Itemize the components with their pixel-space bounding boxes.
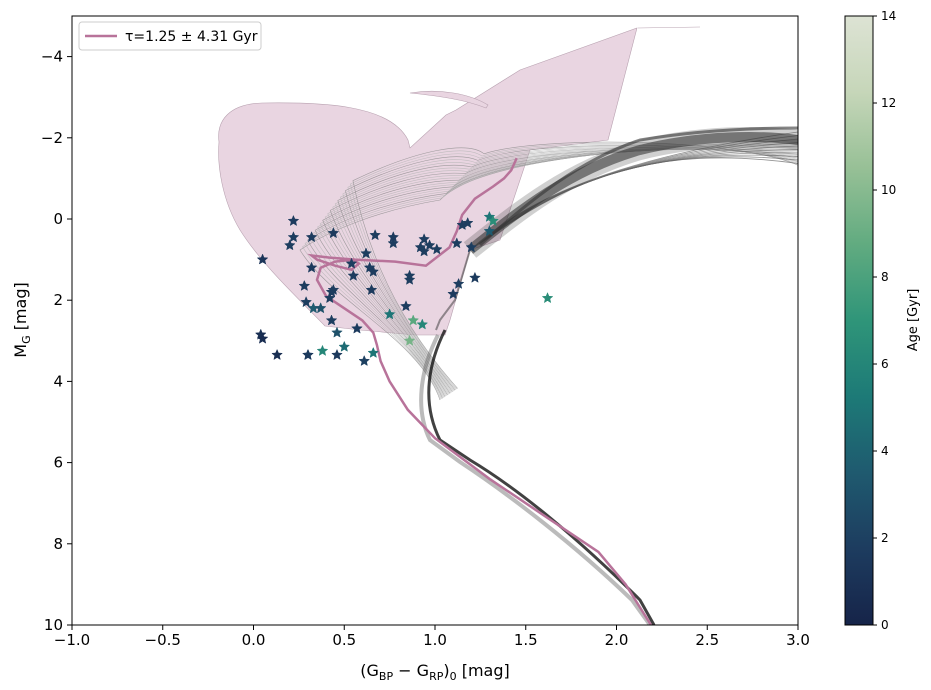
isochrone-envelope-tail [409, 90, 489, 109]
colorbar-tick-label: 4 [881, 444, 889, 458]
star-marker [256, 253, 269, 265]
colorbar-tick-label: 6 [881, 357, 889, 371]
star-marker [345, 257, 358, 269]
colorbar: 0 2 4 6 8 10 12 14 Age [Gyr] [844, 9, 921, 632]
y-tick-label: 10 [44, 616, 63, 634]
star-marker [287, 231, 300, 243]
star-marker [300, 296, 313, 308]
star-marker [416, 318, 429, 330]
star-marker [452, 277, 465, 289]
isochrone-track [322, 148, 798, 396]
legend-label: τ=1.25 ± 4.31 Gyr [125, 29, 258, 45]
x-tick-label: 0.5 [332, 631, 356, 649]
colorbar-tick-label: 14 [881, 9, 896, 23]
star-marker [418, 245, 430, 257]
y-axis-ticks: −4 −2 0 2 4 6 8 10 [41, 48, 72, 634]
star-marker [305, 261, 318, 273]
star-marker [447, 287, 460, 300]
star-marker [430, 243, 443, 255]
x-axis-ticks: −1.0 −0.5 0.0 0.5 1.0 1.5 2.0 2.5 3.0 [54, 625, 810, 649]
star-marker [450, 237, 463, 249]
colorbar-ticks: 0 2 4 6 8 10 12 14 [873, 9, 896, 632]
y-axis-label: MG [mag] [11, 282, 33, 357]
x-tick-label: 2.5 [695, 631, 719, 649]
star-marker [469, 271, 481, 283]
star-marker [287, 214, 300, 227]
colorbar-tick-label: 8 [881, 270, 889, 284]
star-marker [369, 229, 381, 241]
star-marker [367, 346, 380, 358]
star-marker [461, 216, 474, 229]
star-marker [365, 283, 378, 296]
star-marker [338, 340, 351, 352]
colorbar-tick-label: 0 [881, 618, 889, 632]
star-marker [314, 302, 327, 314]
star-marker [387, 237, 400, 249]
star-marker [487, 214, 499, 227]
star-marker [483, 225, 496, 237]
x-tick-label: −0.5 [145, 631, 181, 649]
star-marker [331, 326, 343, 338]
star-marker [465, 241, 478, 253]
isochrone-grid [299, 131, 798, 401]
colorbar-fill [845, 16, 873, 625]
legend: τ=1.25 ± 4.31 Gyr [78, 21, 262, 51]
star-marker [323, 292, 336, 304]
star-marker [367, 265, 380, 277]
star-marker [403, 334, 416, 346]
y-tick-label: 8 [53, 535, 63, 553]
isochrone-envelope-wisp [637, 26, 701, 29]
star-marker [351, 322, 363, 334]
giant-branch-bundle [419, 126, 798, 625]
star-markers [254, 210, 554, 367]
best-isochrone-line [307, 157, 653, 625]
y-tick-label: 2 [53, 291, 63, 309]
star-marker [331, 348, 343, 361]
colorbar-tick-label: 10 [881, 183, 896, 197]
plot-layer [218, 26, 798, 625]
x-tick-label: −1.0 [54, 631, 90, 649]
x-tick-label: 0.0 [242, 631, 266, 649]
colorbar-frame [844, 15, 874, 626]
y-tick-label: 4 [53, 372, 63, 390]
star-marker [305, 231, 318, 243]
x-axis-label: (GBP − GRP)0 [mag] [360, 661, 509, 683]
y-tick-label: 6 [53, 454, 63, 472]
y-tick-label: −4 [41, 48, 63, 66]
star-marker [316, 344, 329, 356]
star-marker [302, 348, 314, 361]
star-marker [541, 292, 554, 304]
isochrone-track [314, 146, 798, 397]
x-tick-label: 1.5 [514, 631, 538, 649]
star-marker [256, 332, 269, 344]
star-marker [271, 348, 283, 361]
star-marker [358, 354, 371, 367]
star-marker [423, 239, 436, 251]
colorbar-tick-label: 12 [881, 96, 896, 110]
star-marker [387, 231, 400, 243]
star-marker [360, 247, 372, 259]
y-tick-label: 0 [53, 210, 63, 228]
legend-box [78, 21, 262, 51]
star-marker [400, 300, 412, 312]
star-marker [403, 273, 416, 285]
star-marker [327, 283, 340, 296]
x-tick-label: 1.0 [423, 631, 447, 649]
star-marker [283, 239, 296, 251]
colorbar-label: Age [Gyr] [906, 289, 921, 352]
star-marker [403, 269, 416, 281]
star-marker [418, 233, 430, 245]
star-marker [407, 314, 420, 326]
y-tick-label: −2 [41, 129, 63, 147]
x-tick-label: 2.0 [605, 631, 629, 649]
star-marker [347, 269, 360, 281]
star-marker [325, 314, 338, 326]
star-marker [383, 308, 396, 320]
star-marker [298, 279, 311, 291]
x-tick-label: 3.0 [786, 631, 810, 649]
star-marker [327, 227, 340, 239]
colorbar-tick-label: 2 [881, 531, 889, 545]
